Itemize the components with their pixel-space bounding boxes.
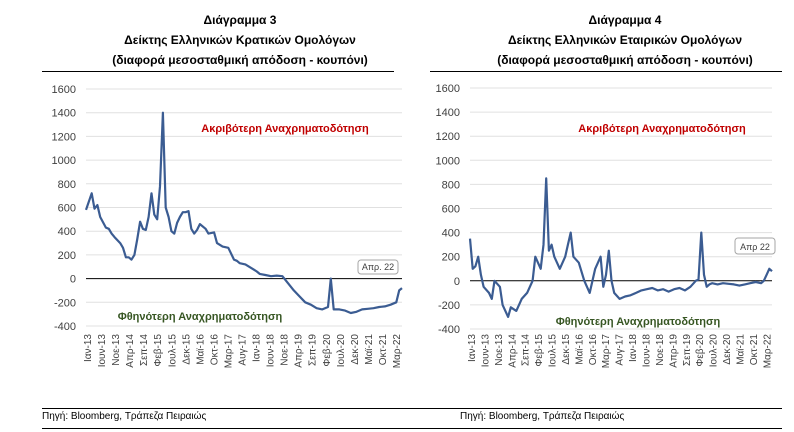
chart4-ytick-label: 1000 [436,155,460,167]
chart3-callout-box [357,259,399,275]
chart4-title: Διάγραμμα 4 Δείκτης Ελληνικών Εταιρικών … [460,10,790,70]
chart3-xtick-label: Νοε-13 [111,334,122,366]
chart4-xtick-label: Μαρ-17 [601,334,612,369]
chart4-ytick-label: 1400 [436,107,460,119]
chart3-xtick-label: Αυγ-17 [237,334,248,366]
chart4-top-rule [430,71,782,72]
chart4-annotation-bottom: Φθηνότερη Αναχρηματοδότηση [556,316,721,328]
chart4-ytick-label: -400 [438,324,460,336]
chart3-xtick-label: Φεβ-15 [153,334,164,367]
chart3-xtick-label: Νοε-18 [280,334,291,366]
chart3-annotation-top: Ακριβότερη Αναχρηματοδότηση [201,123,369,135]
chart4-xtick-label: Μαρ-22 [762,334,773,369]
chart3-ytick-label: 800 [58,179,76,191]
chart3-xtick-label: Μαρ-17 [223,334,234,369]
chart4-xtick-label: Φεβ-15 [534,334,545,367]
chart3-xtick-label: Ιαν-18 [252,334,263,362]
chart4-xtick-label: Ιουν-13 [480,334,491,368]
chart3-xtick-label: Δεκ-20 [350,334,361,365]
chart3-xtick-label: Δεκ-15 [181,334,192,365]
chart3-ytick-label: 0 [70,274,76,286]
chart3-source: Πηγή: Bloomberg, Τράπεζα Πειραιώς [42,411,207,422]
chart4-xtick-label: Σεπ-14 [521,334,532,366]
chart3-callout-label: Απρ. 22 [362,262,394,272]
chart3-xtick-label: Σεπ-14 [139,334,150,366]
chart3-xtick-label: Απρ-19 [294,334,305,368]
chart4-callout-label: Απρ 22 [740,242,770,252]
chart4-ytick-label: 800 [442,179,460,191]
chart4-source: Πηγή: Bloomberg, Τράπεζα Πειραιώς [460,411,625,422]
chart3-xtick-label: Οκτ-16 [209,334,220,366]
chart4-xtick-label: Ιαν-18 [628,334,639,362]
chart3-xtick-label: Σεπ-19 [308,334,319,366]
chart3-ytick-label: 1600 [52,84,76,96]
chart3-ytick-label: 600 [58,203,76,215]
chart3-ytick-label: 200 [58,250,76,262]
chart4-ytick-label: 1200 [436,131,460,143]
chart3-ytick-label: 1400 [52,108,76,120]
chart4-xtick-label: Απρ-19 [668,334,679,368]
chart3-ytick-label: -400 [54,321,76,333]
chart4-xtick-label: Ιουλ-15 [548,334,559,368]
chart4-series-line [468,177,773,318]
chart4-xtick-label: Αυγ-17 [615,334,626,366]
chart3-title-line-1: Διάγραμμα 3 [203,13,277,27]
chart3-series-line [84,111,403,315]
chart3-title-line-2: Δείκτης Ελληνικών Κρατικών Ομολόγων [124,33,356,47]
chart4-xtick-label: Δεκ-20 [722,334,733,365]
chart3-xtick-label: Μαϊ-21 [364,334,375,365]
chart3-ytick-label: 400 [58,226,76,238]
chart3-xtick-label: Μαϊ-16 [195,334,206,365]
chart4-xtick-label: Δεκ-15 [561,334,572,365]
chart4-ytick-label: 200 [442,252,460,264]
chart4-xtick-label: Σεπ-19 [682,334,693,366]
chart3-xtick-label: Ιαν-13 [83,334,94,362]
chart4-ytick-label: 0 [454,276,460,288]
chart4-title-line-1: Διάγραμμα 4 [588,13,662,27]
chart3-ytick-label: 1000 [52,155,76,167]
chart4-callout-box [734,237,776,255]
bottom-rule-lower [42,428,782,429]
chart3-ytick-label: -200 [54,297,76,309]
chart3-annotation-bottom: Φθηνότερη Αναχρηματοδότηση [118,311,283,323]
chart4-xtick-label: Ιουν-18 [641,334,652,368]
chart4-xtick-label: Νοε-13 [494,334,505,366]
chart3-xtick-label: Φεβ-20 [322,334,333,367]
chart4-ytick-label: 400 [442,228,460,240]
chart3-xtick-label: Οκτ-21 [378,334,389,366]
chart3-xtick-label: Ιουλ-15 [167,334,178,368]
chart3-xtick-label: Ιουν-18 [266,334,277,368]
chart4-xtick-label: Ιαν-13 [467,334,478,362]
chart4-xtick-label: Απρ-14 [507,334,518,368]
chart4-xtick-label: Οκτ-21 [749,334,760,366]
chart4-ytick-label: -200 [438,300,460,312]
chart4-xtick-label: Φεβ-20 [695,334,706,367]
bottom-rule-upper [42,408,782,409]
chart3-ytick-label: 1200 [52,131,76,143]
chart4-ytick-label: 1600 [436,83,460,95]
chart4-xtick-label: Μαϊ-21 [735,334,746,365]
chart3-xtick-label: Μαρ-22 [392,334,403,369]
chart4-xtick-label: Μαϊ-16 [574,334,585,365]
chart4-ytick-label: 600 [442,204,460,216]
chart3-top-rule [42,71,394,72]
chart4-title-line-2: Δείκτης Ελληνικών Εταιρικών Ομολόγων [507,33,742,47]
chart4-annotation-top: Ακριβότερη Αναχρηματοδότηση [578,123,746,135]
chart4-xtick-label: Οκτ-16 [588,334,599,366]
chart4-xtick-label: Ιουλ-20 [709,334,720,368]
chart4-xtick-label: Νοε-18 [655,334,666,366]
chart3-xtick-label: Ιουν-13 [97,334,108,368]
chart3-xtick-label: Απρ-14 [125,334,136,368]
chart3-title: Διάγραμμα 3 Δείκτης Ελληνικών Κρατικών Ο… [75,10,405,70]
chart3-title-line-3: (διαφορά μεσοσταθμική απόδοση - κουπόνι) [112,53,368,67]
chart4-title-line-3: (διαφορά μεσοσταθμική απόδοση - κουπόνι) [497,53,753,67]
chart3-xtick-label: Ιουλ-20 [336,334,347,368]
